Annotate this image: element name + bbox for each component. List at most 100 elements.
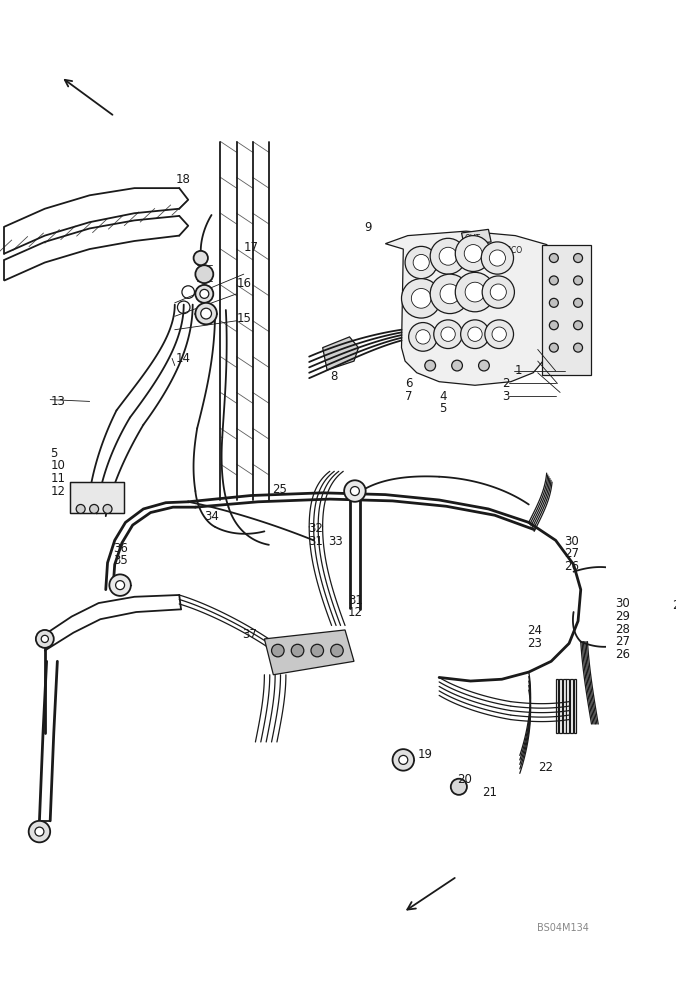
Text: 10: 10 xyxy=(50,459,65,472)
Text: 30: 30 xyxy=(614,597,629,610)
Text: 12: 12 xyxy=(50,485,65,498)
Text: 18: 18 xyxy=(176,173,191,186)
Text: 33: 33 xyxy=(328,535,343,548)
Text: 21: 21 xyxy=(482,786,497,799)
Text: 5: 5 xyxy=(50,447,57,460)
Circle shape xyxy=(416,330,430,344)
Text: 9: 9 xyxy=(364,221,371,234)
Circle shape xyxy=(195,265,214,283)
Text: 24: 24 xyxy=(527,624,542,637)
Text: 29: 29 xyxy=(614,610,630,623)
Polygon shape xyxy=(462,229,491,245)
Text: 34: 34 xyxy=(204,510,219,523)
Text: 25: 25 xyxy=(272,483,287,496)
Circle shape xyxy=(90,504,99,513)
Circle shape xyxy=(331,644,343,657)
Circle shape xyxy=(455,236,491,271)
Text: 7: 7 xyxy=(405,390,412,403)
Circle shape xyxy=(550,276,558,285)
Circle shape xyxy=(413,254,429,271)
Circle shape xyxy=(412,288,431,308)
Circle shape xyxy=(405,246,437,279)
Text: 32: 32 xyxy=(308,522,323,535)
Text: 11: 11 xyxy=(50,472,65,485)
Circle shape xyxy=(490,284,506,300)
Text: BS04M134: BS04M134 xyxy=(537,923,589,933)
Circle shape xyxy=(76,504,85,513)
Circle shape xyxy=(460,320,489,349)
Circle shape xyxy=(399,755,408,764)
Circle shape xyxy=(291,644,304,657)
Text: 13: 13 xyxy=(50,395,65,408)
Text: 1: 1 xyxy=(514,364,522,377)
Circle shape xyxy=(481,242,514,274)
Bar xyxy=(566,679,569,733)
Polygon shape xyxy=(385,231,556,385)
Text: 6: 6 xyxy=(405,377,412,390)
Text: 22: 22 xyxy=(537,761,553,774)
Circle shape xyxy=(201,308,212,319)
Circle shape xyxy=(573,321,583,330)
Circle shape xyxy=(195,285,214,303)
Text: 31: 31 xyxy=(347,594,362,607)
Circle shape xyxy=(489,250,506,266)
Circle shape xyxy=(434,320,462,349)
Text: 37: 37 xyxy=(242,628,257,641)
Text: OUT: OUT xyxy=(464,234,481,243)
Text: 27: 27 xyxy=(564,547,579,560)
Circle shape xyxy=(573,298,583,307)
Circle shape xyxy=(479,360,489,371)
Circle shape xyxy=(451,779,467,795)
Circle shape xyxy=(573,276,583,285)
Circle shape xyxy=(492,327,506,341)
Circle shape xyxy=(440,284,460,304)
Circle shape xyxy=(441,327,455,341)
Text: 30: 30 xyxy=(564,535,579,548)
Circle shape xyxy=(311,644,324,657)
Text: 2: 2 xyxy=(502,377,510,390)
Text: 35: 35 xyxy=(113,554,128,567)
Circle shape xyxy=(430,274,470,314)
Circle shape xyxy=(430,238,466,274)
Text: 5: 5 xyxy=(439,402,447,415)
Circle shape xyxy=(485,320,514,349)
Text: 26: 26 xyxy=(614,648,630,661)
Text: 19: 19 xyxy=(418,748,433,761)
Circle shape xyxy=(110,574,131,596)
Circle shape xyxy=(344,480,366,502)
Circle shape xyxy=(272,644,284,657)
Text: 4: 4 xyxy=(439,390,447,403)
Bar xyxy=(556,679,558,733)
Circle shape xyxy=(482,276,514,308)
Circle shape xyxy=(550,254,558,263)
Circle shape xyxy=(425,360,435,371)
Circle shape xyxy=(393,749,414,771)
Circle shape xyxy=(439,247,457,265)
Text: 16: 16 xyxy=(237,277,251,290)
Text: 31: 31 xyxy=(308,535,323,548)
Circle shape xyxy=(573,343,583,352)
Text: 8: 8 xyxy=(330,370,337,383)
Text: 20: 20 xyxy=(457,773,472,786)
Text: 28: 28 xyxy=(614,623,629,636)
Text: 27: 27 xyxy=(614,635,630,648)
Circle shape xyxy=(116,581,124,590)
Text: 36: 36 xyxy=(113,542,128,555)
Circle shape xyxy=(200,289,209,298)
Circle shape xyxy=(28,821,50,842)
Text: 15: 15 xyxy=(237,312,251,325)
Text: 14: 14 xyxy=(176,352,191,365)
Text: 25: 25 xyxy=(672,599,676,612)
Circle shape xyxy=(193,251,208,265)
Circle shape xyxy=(550,321,558,330)
Circle shape xyxy=(36,630,54,648)
Text: 12: 12 xyxy=(347,606,363,619)
Bar xyxy=(542,245,592,375)
Circle shape xyxy=(103,504,112,513)
Text: HUSCO: HUSCO xyxy=(496,246,523,255)
Text: 23: 23 xyxy=(527,637,542,650)
Circle shape xyxy=(464,245,482,263)
Bar xyxy=(570,679,573,733)
Circle shape xyxy=(455,272,495,312)
Circle shape xyxy=(468,327,482,341)
